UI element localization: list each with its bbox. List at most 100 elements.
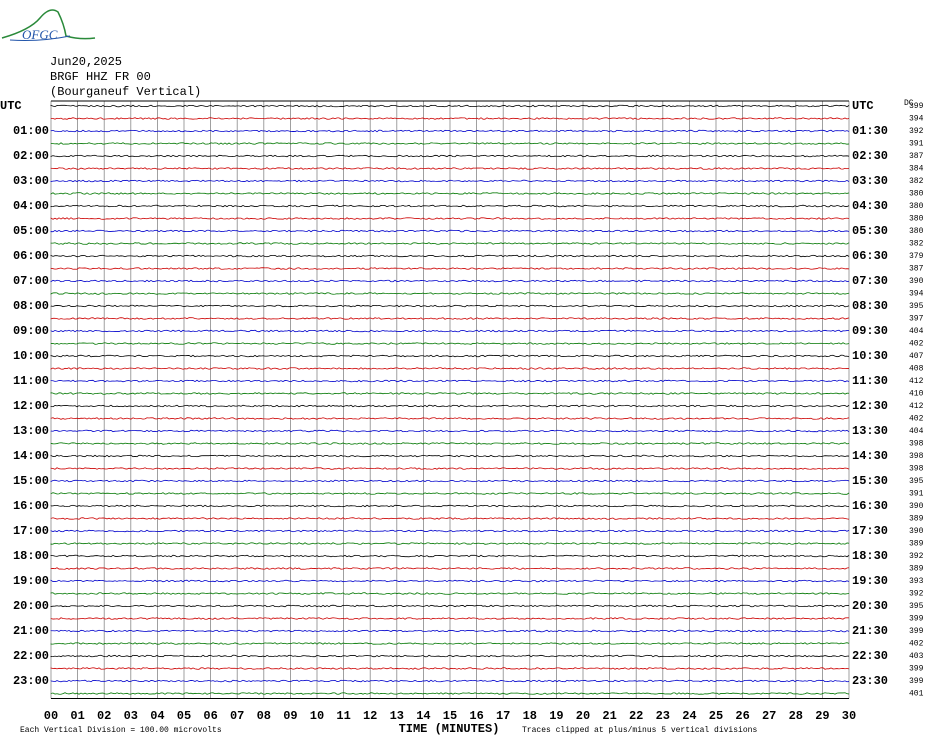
trace (50, 142, 850, 145)
trace (50, 692, 850, 695)
time-label-left: 08:00 (13, 299, 49, 313)
x-tick-label: 26 (735, 709, 749, 723)
time-label-right: 10:30 (852, 349, 888, 363)
footer-right: Traces clipped at plus/minus 5 vertical … (522, 726, 757, 735)
logo: OFGC (1, 9, 96, 42)
dc-value: 399 (909, 677, 924, 686)
time-label-right: 15:30 (852, 474, 888, 488)
x-tick-label: 16 (469, 709, 483, 723)
time-label-right: 21:30 (852, 624, 888, 638)
trace (50, 342, 850, 345)
station: BRGF HHZ FR 00 (50, 70, 151, 84)
time-label-right: 22:30 (852, 649, 888, 663)
x-tick-label: 09 (283, 709, 297, 723)
time-label-left: 06:00 (13, 249, 49, 263)
x-tick-label: 03 (124, 709, 138, 723)
dc-value: 408 (909, 365, 924, 374)
dc-value: 391 (909, 140, 924, 149)
dc-value: 380 (909, 202, 924, 211)
trace (50, 617, 850, 620)
trace (50, 179, 850, 183)
trace (50, 267, 850, 270)
x-tick-label: 00 (44, 709, 58, 723)
time-label-right: 19:30 (852, 574, 888, 588)
trace (50, 217, 850, 220)
x-tick-label: 18 (523, 709, 537, 723)
trace (50, 454, 850, 458)
trace (50, 379, 850, 383)
trace (50, 442, 850, 445)
trace (50, 229, 850, 233)
dc-value: 404 (909, 327, 924, 336)
trace (50, 204, 850, 208)
trace (50, 467, 850, 470)
time-label-right: 05:30 (852, 224, 888, 238)
trace (50, 367, 850, 370)
dc-value: 402 (909, 340, 924, 349)
dc-value: 390 (909, 527, 924, 536)
x-tick-label: 07 (230, 709, 244, 723)
x-tick-label: 17 (496, 709, 510, 723)
x-tick-label: 22 (629, 709, 643, 723)
time-label-left: 23:00 (13, 674, 49, 688)
trace (50, 629, 850, 633)
trace (50, 479, 850, 483)
dc-value: 412 (909, 402, 924, 411)
trace (50, 579, 850, 583)
dc-value: 394 (909, 115, 924, 124)
time-label-left: 17:00 (13, 524, 49, 538)
trace (50, 279, 850, 283)
dc-value: 403 (909, 652, 924, 661)
dc-value: 380 (909, 227, 924, 236)
x-tick-label: 13 (390, 709, 404, 723)
dc-value: 389 (909, 540, 924, 549)
trace (50, 317, 850, 320)
trace (50, 504, 850, 508)
dc-value: 410 (909, 390, 924, 399)
time-label-right: 16:30 (852, 499, 888, 513)
trace (50, 554, 850, 558)
dc-value: 387 (909, 152, 924, 161)
logo-text: OFGC (22, 27, 58, 42)
dc-value: 402 (909, 640, 924, 649)
trace (50, 404, 850, 408)
time-label-right: UTC (852, 99, 874, 113)
time-label-right: 08:30 (852, 299, 888, 313)
time-label-left: 14:00 (13, 449, 49, 463)
dc-value: 398 (909, 465, 924, 474)
trace (50, 354, 850, 358)
trace (50, 604, 850, 608)
dc-value: 394 (909, 290, 924, 299)
trace (50, 167, 850, 170)
time-label-right: 07:30 (852, 274, 888, 288)
trace (50, 329, 850, 333)
time-label-right: 23:30 (852, 674, 888, 688)
x-tick-label: 15 (443, 709, 457, 723)
time-label-right: 01:30 (852, 124, 888, 138)
dc-value: 392 (909, 127, 924, 136)
dc-value: 390 (909, 502, 924, 511)
trace (50, 429, 850, 433)
dc-value: 392 (909, 552, 924, 561)
trace (50, 592, 850, 595)
x-tick-label: 12 (363, 709, 377, 723)
trace (50, 654, 850, 658)
trace (50, 529, 850, 533)
x-tick-label: 24 (682, 709, 696, 723)
x-tick-label: 14 (416, 709, 430, 723)
x-tick-label: 30 (842, 709, 856, 723)
x-tick-label: 01 (70, 709, 84, 723)
dc-value: 398 (909, 440, 924, 449)
dc-value: 395 (909, 302, 924, 311)
trace (50, 567, 850, 570)
trace (50, 117, 850, 120)
trace (50, 254, 850, 258)
time-label-left: 20:00 (13, 599, 49, 613)
x-tick-label: 20 (576, 709, 590, 723)
time-label-left: 12:00 (13, 399, 49, 413)
time-label-left: 01:00 (13, 124, 49, 138)
x-tick-label: 21 (602, 709, 616, 723)
x-tick-label: 27 (762, 709, 776, 723)
x-tick-label: 28 (789, 709, 803, 723)
